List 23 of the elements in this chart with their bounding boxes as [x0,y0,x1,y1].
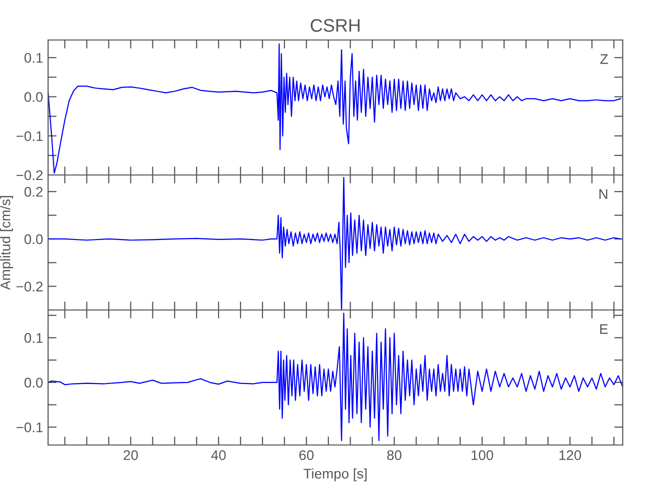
x-axis-title: Tiempo [s] [304,468,367,482]
annotation: N [599,189,608,199]
y-tick-label: 0.0 [24,378,43,388]
y-tick-label: 0.0 [24,92,43,102]
annotation: Z [600,54,608,64]
y-tick-label: 0.2 [24,186,43,197]
chart-title: CSRH [310,19,360,32]
y-tick-label: −0.1 [16,422,43,432]
y-tick-label: −0.1 [16,131,43,142]
y-tick-label: −0.2 [16,282,43,292]
line-series [48,312,623,442]
y-tick-label: 0.1 [24,333,43,343]
y-tick-label: 0.1 [24,52,43,63]
annotation: E [600,324,608,334]
x-tick-label: 100 [472,450,494,460]
y-tick-label: 0.0 [24,234,43,244]
y-axis-title: Amplitud [cm/s] [0,196,14,290]
x-tick-label: 60 [299,450,314,460]
x-tick-label: 40 [211,450,226,460]
x-tick-label: 80 [387,450,402,460]
y-tick-label: −0.2 [16,170,43,180]
x-tick-label: 120 [559,450,582,460]
x-tick-label: 20 [124,450,138,460]
